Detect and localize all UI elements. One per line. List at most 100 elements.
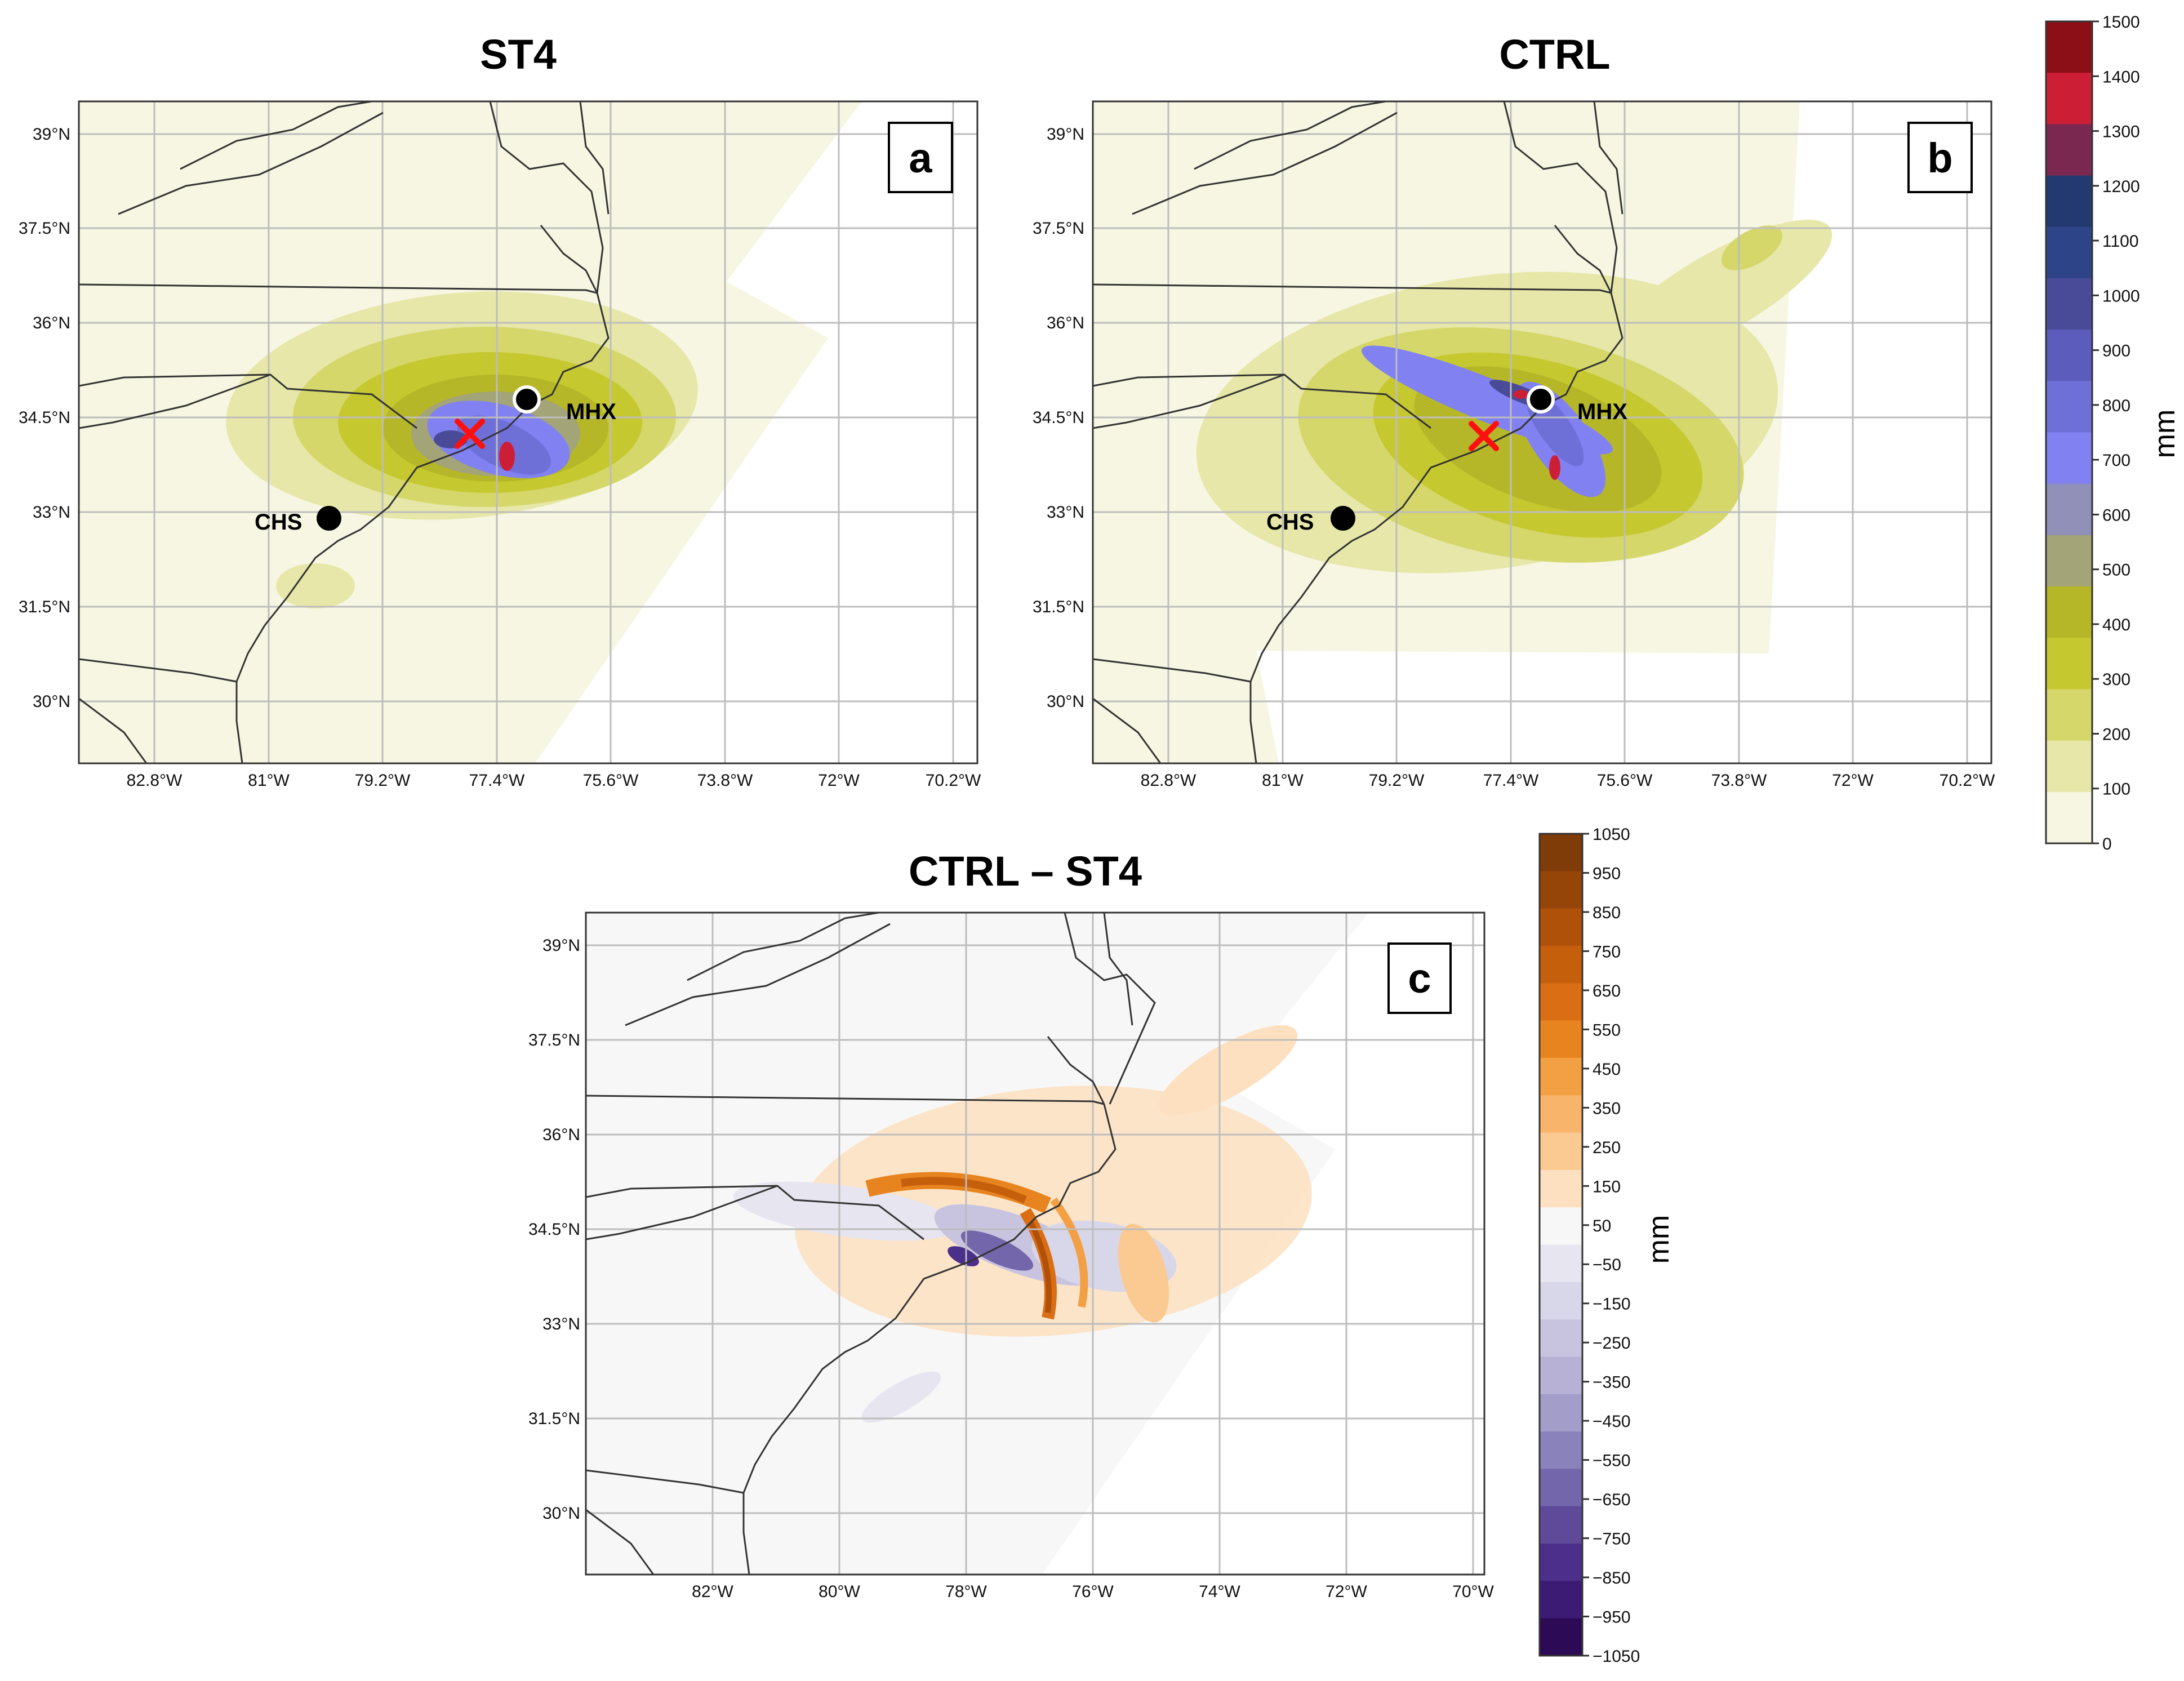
lon-label: 75.6°W — [583, 771, 639, 790]
colorbar-difference-tick-label: 650 — [1593, 982, 1621, 1000]
colorbar-difference-cell — [1540, 871, 1582, 909]
panel-a-letter: a — [909, 135, 932, 181]
colorbar-precip-tick-label: 500 — [2102, 561, 2130, 580]
colorbar-difference-cell — [1540, 945, 1582, 984]
panel-a-letter-box — [888, 122, 953, 193]
lon-labels-c: 82°W 80°W 78°W 76°W 74°W 72°W 70°W — [692, 1582, 1494, 1601]
colorbar-difference-cell — [1540, 1319, 1582, 1357]
panel-b-ctrl: CTRL — [1033, 31, 1995, 790]
panel-b-title: CTRL — [1499, 31, 1610, 78]
colorbar-precip-cell — [2046, 73, 2092, 124]
lat-label: 33°N — [542, 1315, 580, 1333]
lon-label: 82.8°W — [127, 771, 183, 790]
colorbar-difference-tick-label: 450 — [1593, 1060, 1621, 1079]
station-label-mhx-b: MHX — [1577, 399, 1627, 424]
colorbar-difference-unit: mm — [1643, 1215, 1675, 1264]
lat-label: 36°N — [542, 1126, 580, 1144]
colorbar-difference-cell — [1540, 1357, 1582, 1395]
map-frame-b — [1092, 100, 1992, 764]
panel-a-title: ST4 — [480, 31, 557, 78]
colorbar-precip-frame — [2045, 20, 2093, 844]
lat-labels-a: 39°N 37.5°N 36°N 34.5°N 33°N 31.5°N 30°N — [19, 125, 70, 711]
station-label-mhx-a: MHX — [566, 399, 616, 424]
colorbar-difference-tick-label: −550 — [1593, 1452, 1631, 1470]
lon-label: 77.4°W — [469, 771, 525, 790]
colorbar-precip-cell — [2046, 483, 2092, 536]
colorbar-difference-cell — [1540, 1207, 1582, 1245]
lon-label: 70.2°W — [926, 771, 981, 790]
lon-label: 81°W — [1262, 771, 1304, 790]
colorbar-precip-cell — [2046, 689, 2092, 741]
panel-c-letter: c — [1408, 955, 1431, 1002]
colorbar-difference-tick-label: 850 — [1593, 904, 1621, 922]
colorbar-precip-cell — [2046, 432, 2092, 484]
colorbar-precip-tick-label: 1400 — [2102, 68, 2140, 86]
colorbar-difference-cell — [1540, 1244, 1582, 1283]
colorbar-difference-cell — [1540, 1581, 1582, 1619]
colorbar-difference-tick-label: −850 — [1593, 1569, 1631, 1587]
lon-label: 72°W — [1325, 1582, 1367, 1601]
lon-label: 70.2°W — [1940, 771, 1995, 790]
colorbar-difference-cell — [1540, 1544, 1582, 1581]
landfall-x-icon — [1469, 421, 1499, 451]
lat-label: 36°N — [33, 314, 70, 332]
lat-label: 31.5°N — [19, 598, 70, 616]
colorbar-difference-tick-label: 550 — [1593, 1021, 1621, 1039]
colorbar-difference-cell — [1540, 834, 1582, 871]
colorbar-precip-cells — [2046, 21, 2092, 844]
colorbar-difference-cell — [1540, 908, 1582, 946]
graticule-c — [586, 913, 1484, 1575]
landfall-x-icon — [455, 419, 485, 449]
map-frame-a — [78, 100, 978, 764]
station-label-chs-b: CHS — [1266, 510, 1314, 535]
colorbar-precip-cell — [2046, 21, 2092, 73]
colorbar-difference-labels: 1050 950 850 750 650 550 450 350 250 150 50 −50 −150… — [1582, 825, 1640, 1666]
colorbar-precip-unit: mm — [2149, 410, 2181, 459]
colorbar-difference-tick-label: 50 — [1593, 1217, 1611, 1235]
colorbar-difference-tick-label: −1050 — [1593, 1647, 1640, 1666]
lon-label: 72°W — [818, 771, 860, 790]
lat-label: 39°N — [33, 125, 70, 144]
colorbar-difference-tick-label: 350 — [1593, 1099, 1621, 1118]
colorbar-difference-tick-label: 1050 — [1593, 825, 1630, 844]
precip-field-b — [1196, 220, 1832, 573]
colorbar-precip-tick-label: 700 — [2102, 451, 2130, 470]
lon-label: 76°W — [1072, 1582, 1114, 1601]
colorbar-difference-tick-label: 750 — [1593, 942, 1621, 961]
colorbar-difference-cell — [1540, 1506, 1582, 1544]
colorbar-precip-tick-label: 300 — [2102, 670, 2130, 689]
lat-label: 37.5°N — [1033, 219, 1084, 238]
state-borders-c — [586, 913, 1156, 1575]
colorbar-precip-tick-label: 1500 — [2102, 13, 2140, 32]
lon-label: 81°W — [248, 771, 290, 790]
lat-label: 37.5°N — [528, 1031, 580, 1049]
colorbar-difference-tick-label: −50 — [1593, 1256, 1621, 1274]
lon-label: 73.8°W — [1711, 771, 1767, 790]
lat-label: 33°N — [33, 503, 70, 522]
colorbar-precip-tick-label: 1200 — [2102, 177, 2140, 196]
lat-label: 31.5°N — [528, 1409, 580, 1428]
colorbar-difference-tick-label: −650 — [1593, 1491, 1631, 1509]
panel-c-title: CTRL – ST4 — [909, 848, 1142, 895]
colorbar-difference-cell — [1540, 1095, 1582, 1133]
colorbar-difference-cell — [1540, 1394, 1582, 1432]
colorbar-precip-cell — [2046, 586, 2092, 638]
colorbar-difference-tick-label: 250 — [1593, 1139, 1621, 1157]
panel-c-letter-box — [1387, 942, 1452, 1014]
colorbar-difference-tick-label: −350 — [1593, 1373, 1631, 1392]
colorbar-difference-cell — [1540, 1132, 1582, 1171]
lat-label: 33°N — [1047, 503, 1084, 522]
colorbar-precip-cell — [2046, 330, 2092, 381]
colorbar-precip-cell — [2046, 381, 2092, 433]
station-marker-icon — [1527, 385, 1555, 413]
colorbar-difference-cell — [1540, 1169, 1582, 1208]
lon-label: 82°W — [692, 1582, 733, 1601]
lon-label: 72°W — [1832, 771, 1874, 790]
colorbar-precip-tick-label: 1300 — [2102, 123, 2140, 141]
lat-labels-c: 39°N 37.5°N 36°N 34.5°N 33°N 31.5°N 30°N — [528, 936, 580, 1523]
lon-label: 75.6°W — [1597, 771, 1653, 790]
lon-labels-b: 82.8°W 81°W 79.2°W 77.4°W 75.6°W 73.8°W … — [1141, 771, 1995, 790]
lat-label: 31.5°N — [1033, 598, 1084, 616]
colorbar-difference-cell — [1540, 983, 1582, 1021]
lat-label: 30°N — [1047, 692, 1084, 711]
